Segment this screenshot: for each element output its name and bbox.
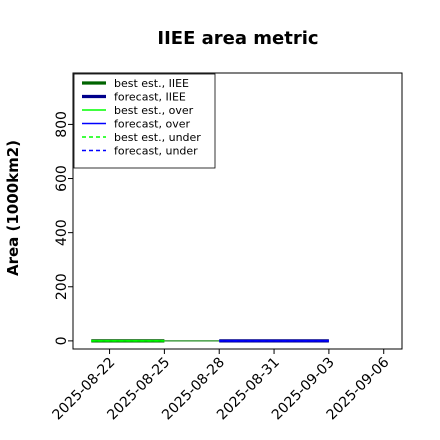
legend-label: best est., under xyxy=(114,131,201,144)
y-tick-label: 800 xyxy=(54,111,70,138)
y-tick-label: 200 xyxy=(54,273,70,300)
legend-label: forecast, under xyxy=(114,145,198,158)
y-tick-label: 0 xyxy=(54,336,70,345)
y-axis: 0 200 400 600 800 xyxy=(54,111,73,345)
plot-frame xyxy=(72,72,403,350)
plot-area xyxy=(72,72,403,350)
y-tick-label: 600 xyxy=(54,165,70,192)
legend-label: best est., over xyxy=(114,104,194,117)
x-axis: 2025-08-222025-08-252025-08-282025-08-31… xyxy=(50,349,393,423)
legend-label: forecast, IIEE xyxy=(114,91,186,104)
y-tick-label: 400 xyxy=(54,219,70,246)
y-axis-label: Area (1000km2) xyxy=(4,140,22,276)
legend-box xyxy=(73,73,216,169)
chart-title: IIEE area metric xyxy=(157,28,318,49)
legend-label: forecast, over xyxy=(114,118,190,131)
legend-label: best est., IIEE xyxy=(114,77,189,90)
